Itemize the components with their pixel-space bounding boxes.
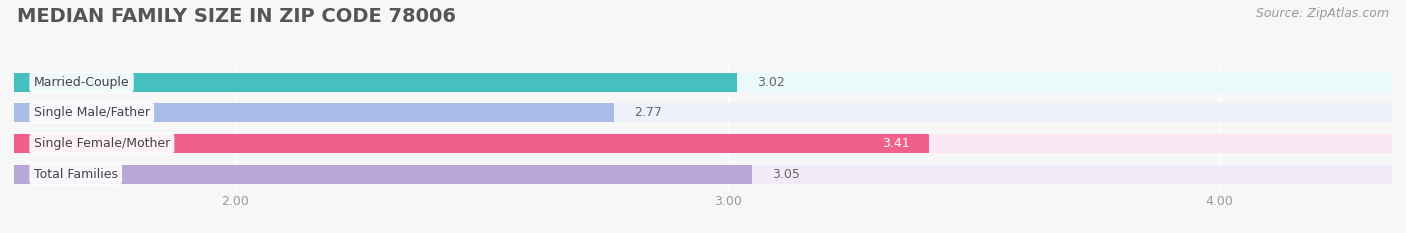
Text: 3.02: 3.02 (756, 76, 785, 89)
Bar (14, 73, 1392, 92)
Bar (14, 103, 614, 122)
Text: Total Families: Total Families (34, 168, 118, 181)
Text: 2.77: 2.77 (634, 106, 662, 119)
Bar (14, 165, 1392, 184)
Text: Single Female/Mother: Single Female/Mother (34, 137, 170, 150)
Text: 3.41: 3.41 (882, 137, 910, 150)
Bar (14, 165, 752, 184)
Text: Single Male/Father: Single Male/Father (34, 106, 150, 119)
Bar (14, 134, 1392, 153)
Text: 3.05: 3.05 (772, 168, 800, 181)
Text: Married-Couple: Married-Couple (34, 76, 129, 89)
Bar (14, 73, 738, 92)
Text: Source: ZipAtlas.com: Source: ZipAtlas.com (1256, 7, 1389, 20)
Bar (14, 134, 929, 153)
Bar (14, 103, 1392, 122)
Text: MEDIAN FAMILY SIZE IN ZIP CODE 78006: MEDIAN FAMILY SIZE IN ZIP CODE 78006 (17, 7, 456, 26)
